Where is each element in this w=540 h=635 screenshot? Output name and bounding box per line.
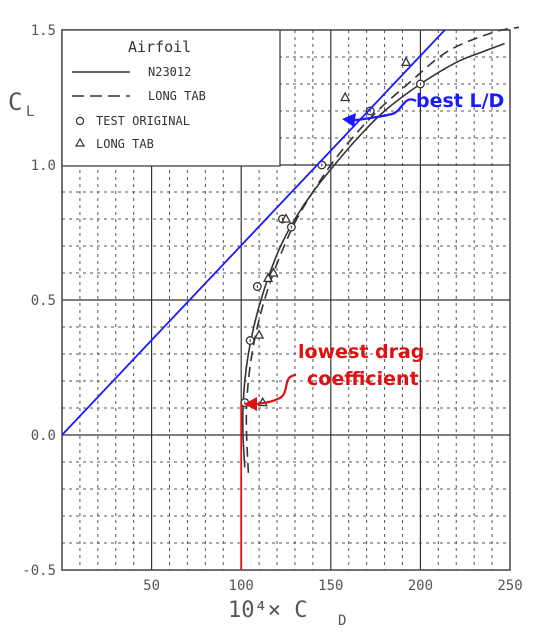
long-tab-point [254, 329, 265, 339]
x-tick-label: 250 [497, 578, 522, 594]
x-tick-label: 200 [408, 578, 433, 594]
long-tab-point [280, 213, 292, 223]
lowest-drag-label-line1: lowest drag [298, 341, 424, 363]
y-tick-label: -0.5 [22, 563, 56, 579]
reference-lines [61, 29, 446, 570]
legend-entry-n23012: N23012 [148, 65, 191, 79]
grid [62, 30, 510, 570]
x-tick-label: 50 [143, 578, 160, 594]
x-axis-title-sub: D [338, 613, 346, 629]
long-tab-point [268, 267, 279, 277]
lowest-drag-arrow [251, 373, 297, 406]
best-ld-annotation: best L/D [342, 90, 504, 127]
legend-box [61, 29, 281, 167]
best-ld-arrowhead [342, 113, 356, 127]
best-ld-tangent-line [61, 29, 446, 436]
long-tab-point [340, 91, 351, 102]
legend-triangle-marker [74, 137, 86, 147]
series-long-tab-dashed-curve [245, 26, 520, 473]
legend-title: Airfoil [128, 38, 191, 56]
best-ld-arrow [347, 98, 417, 123]
legend-entry-long-tab-line: LONG TAB [148, 89, 206, 103]
y-tick-label: 0.0 [31, 428, 56, 444]
lowest-drag-annotation: lowest drag coefficient [244, 341, 424, 411]
y-tick-label: 0.5 [31, 293, 56, 309]
long-tab-point [262, 272, 274, 283]
plot-frame [61, 29, 511, 571]
lowest-drag-label-line2: coefficient [307, 368, 419, 390]
y-axis-title: C [8, 88, 22, 116]
y-axis-title-sub: L [26, 104, 34, 120]
lowest-drag-arrowhead [244, 397, 257, 411]
best-ld-label: best L/D [416, 90, 504, 112]
tick-labels: 50 100 150 200 250 -0.5 0.0 0.5 1.0 1.5 [22, 23, 522, 594]
x-tick-label: 100 [229, 578, 254, 594]
legend-entry-test-original: TEST ORIGINAL [96, 114, 190, 128]
y-tick-label: 1.5 [31, 23, 56, 39]
legend-circle-marker [75, 116, 85, 126]
legend: Airfoil N23012 LONG TAB TEST ORIGINAL LO… [61, 29, 281, 167]
x-axis-title: 10⁴× C [228, 598, 307, 623]
long-tab-point [400, 56, 412, 67]
x-tick-label: 150 [318, 578, 343, 594]
y-tick-label: 1.0 [31, 158, 56, 174]
legend-entry-long-tab-points: LONG TAB [96, 137, 154, 151]
